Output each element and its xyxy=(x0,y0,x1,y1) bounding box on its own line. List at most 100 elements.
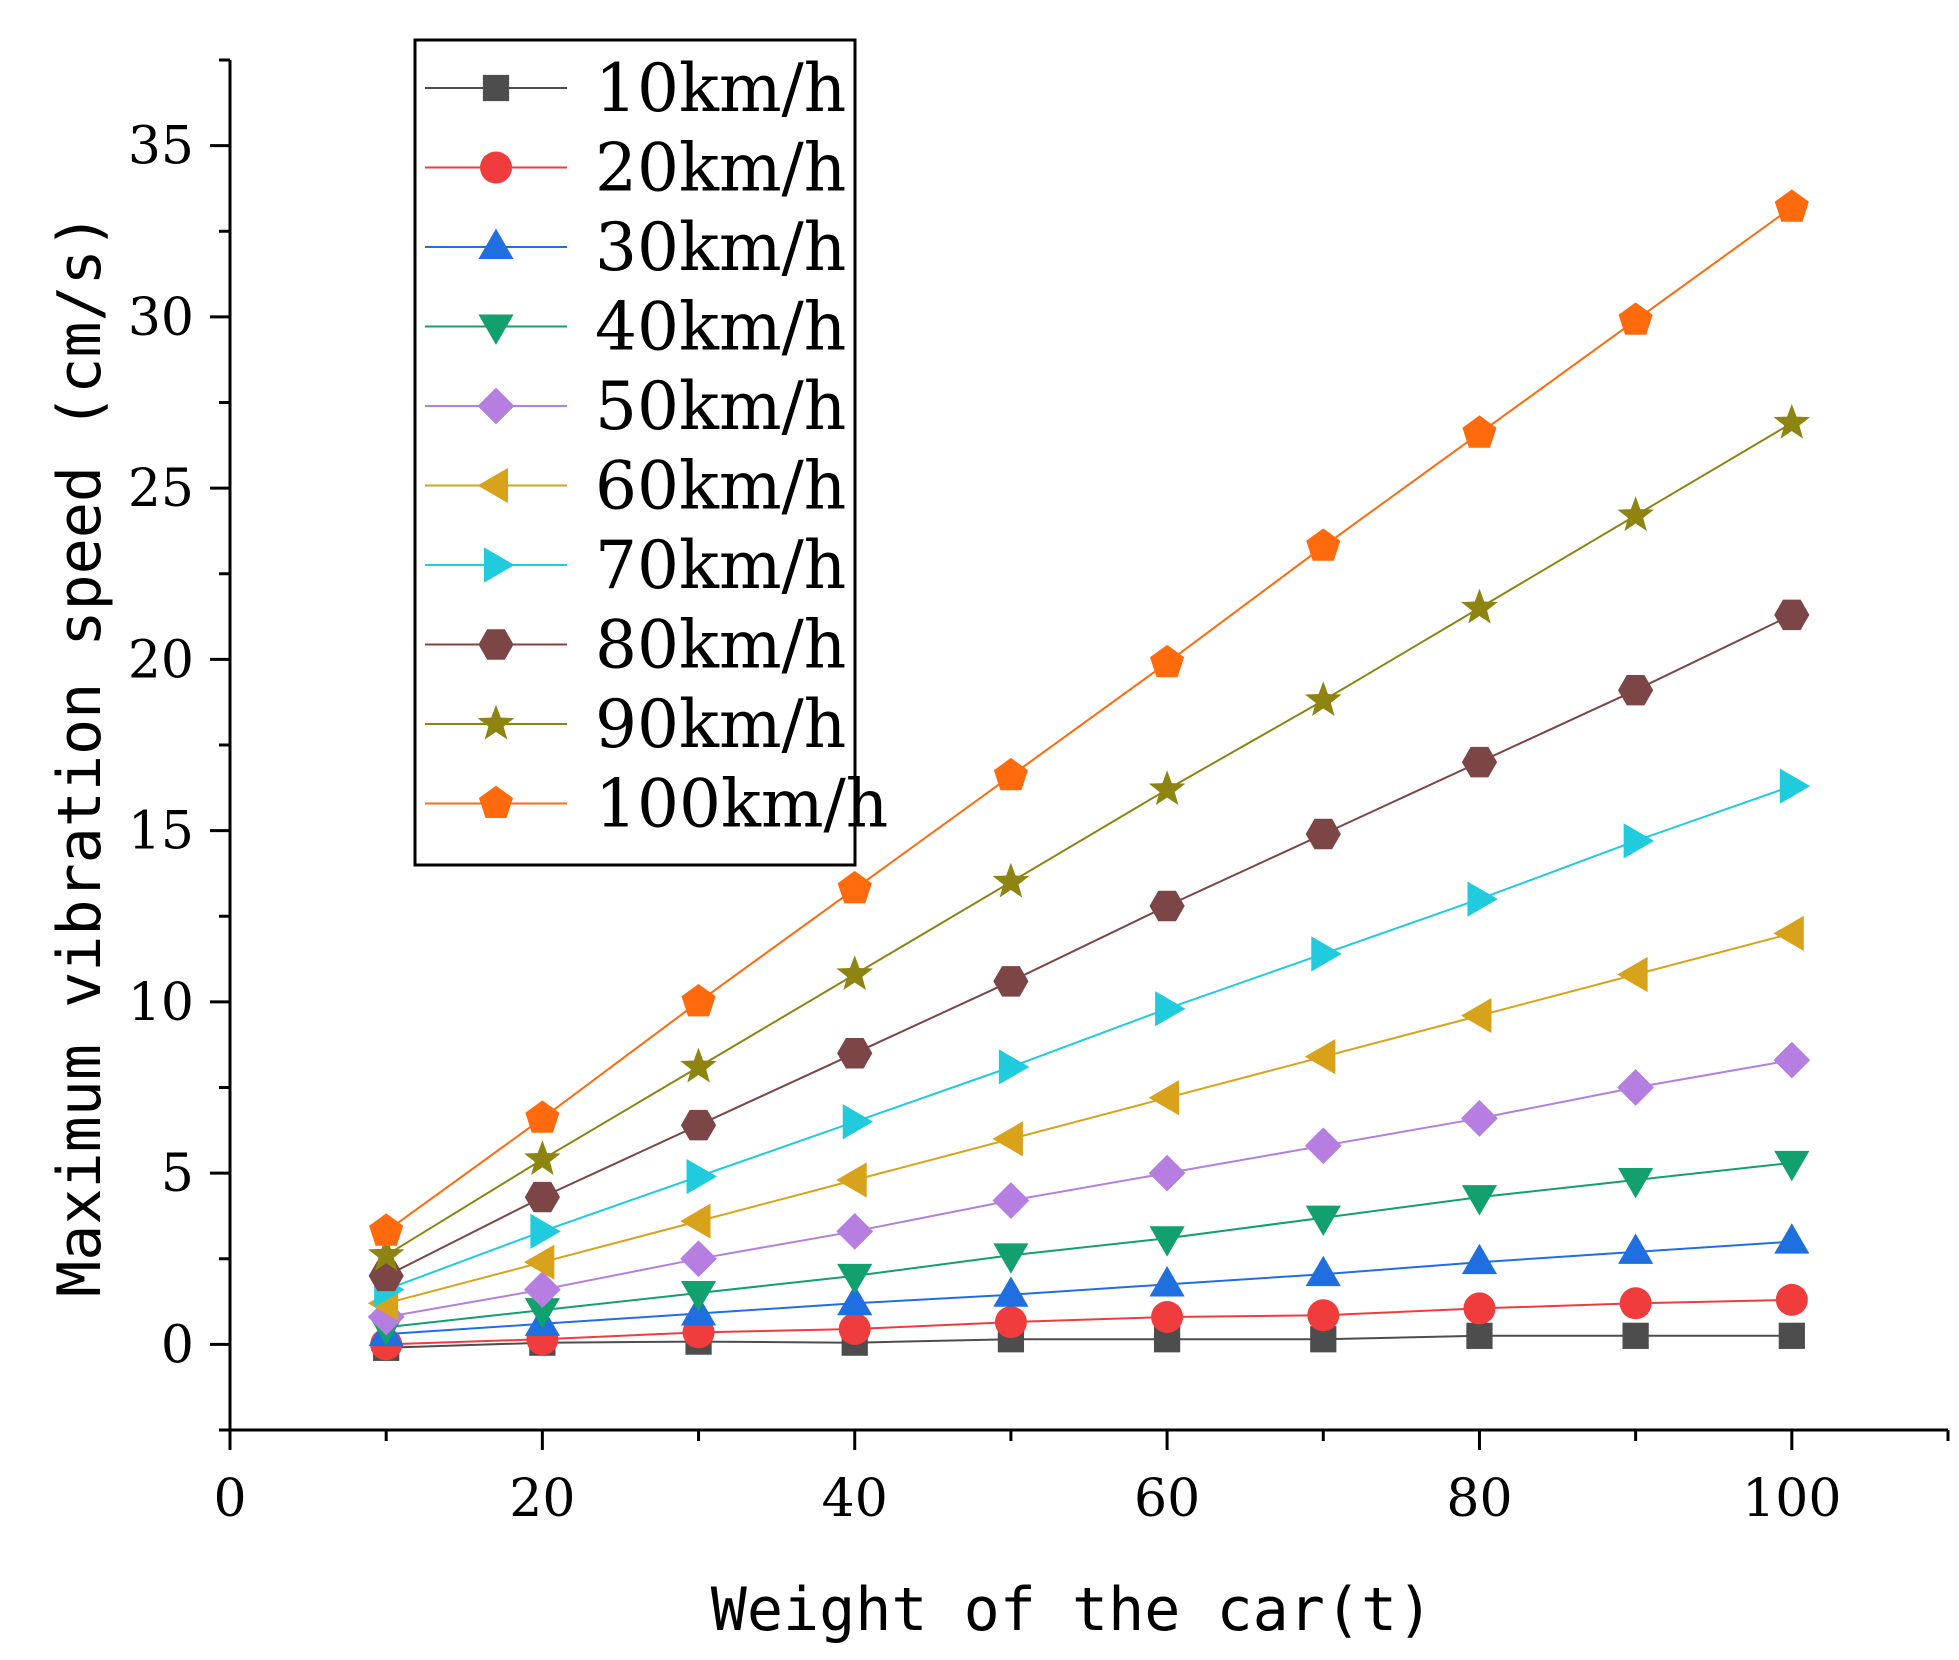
data-point xyxy=(1462,415,1497,448)
data-point xyxy=(523,1244,555,1280)
series-10km/h xyxy=(373,1322,1805,1361)
data-point xyxy=(1623,823,1655,859)
legend-label: 80km/h xyxy=(595,607,846,684)
series-line xyxy=(385,206,1793,1233)
axes: 0 20 40 60 80 100 0 5 10 15 20 25 30 35 xyxy=(128,58,1950,1529)
legend-label: 90km/h xyxy=(595,686,846,763)
data-point xyxy=(1149,1266,1185,1297)
data-point xyxy=(992,1182,1030,1219)
x-tick-label: 0 xyxy=(213,1469,246,1529)
data-point xyxy=(1305,818,1341,850)
data-point xyxy=(1304,1039,1336,1075)
y-tick-label: 5 xyxy=(161,1144,194,1204)
series-line xyxy=(386,1240,1792,1336)
data-point xyxy=(367,1236,405,1271)
series-20km/h xyxy=(370,1283,1808,1361)
data-point xyxy=(1774,599,1810,631)
legend-entry: 10km/h xyxy=(425,50,846,127)
data-point xyxy=(1618,675,1654,706)
x-tick-label: 100 xyxy=(1742,1469,1841,1529)
data-point xyxy=(1305,1205,1341,1237)
data-point xyxy=(837,870,872,904)
data-point xyxy=(1151,1300,1184,1333)
data-point xyxy=(993,1243,1029,1274)
series-50km/h xyxy=(367,1041,1811,1336)
series-line xyxy=(386,1334,1792,1349)
data-point xyxy=(1618,1233,1654,1264)
y-tick-label: 0 xyxy=(161,1315,194,1375)
legend-marker xyxy=(479,785,513,818)
legend-entry: 40km/h xyxy=(425,289,846,366)
legend-marker xyxy=(484,547,515,583)
y-tick-label: 25 xyxy=(128,459,194,519)
data-point xyxy=(680,1203,711,1239)
data-point xyxy=(837,1263,873,1295)
legend-label: 50km/h xyxy=(595,368,846,445)
legend-entry: 80km/h xyxy=(425,607,846,684)
data-point xyxy=(1774,1150,1810,1182)
data-point xyxy=(1773,1041,1811,1079)
data-point xyxy=(524,1298,560,1329)
data-point xyxy=(680,1109,717,1141)
y-tick-label: 20 xyxy=(128,630,194,690)
x-tick-label: 60 xyxy=(1134,1469,1200,1529)
data-point xyxy=(992,862,1030,898)
data-point xyxy=(367,1298,405,1336)
legend-entry: 50km/h xyxy=(425,368,846,445)
legend-label: 10km/h xyxy=(595,50,846,127)
data-point xyxy=(1148,1080,1180,1116)
data-point xyxy=(1617,1069,1655,1106)
data-point xyxy=(680,1281,717,1312)
data-point xyxy=(1622,1322,1649,1349)
legend-marker xyxy=(480,151,512,184)
data-point xyxy=(993,1276,1029,1307)
data-point xyxy=(1155,991,1186,1027)
data-point xyxy=(1466,1322,1493,1349)
data-point xyxy=(842,1104,874,1140)
y-tick-label: 15 xyxy=(128,802,194,862)
data-point xyxy=(369,1213,404,1246)
data-point xyxy=(686,1158,717,1195)
series-30km/h xyxy=(368,1223,1810,1347)
data-point xyxy=(1461,588,1498,624)
series-40km/h xyxy=(368,1150,1810,1346)
legend-entry: 20km/h xyxy=(425,130,846,207)
data-point xyxy=(1307,1299,1340,1332)
data-point xyxy=(1149,1226,1185,1257)
data-point xyxy=(1773,403,1811,439)
plot-area xyxy=(367,189,1811,1361)
data-point xyxy=(681,984,716,1017)
data-point xyxy=(1461,997,1492,1034)
data-point xyxy=(524,1181,560,1213)
data-point xyxy=(1461,1099,1498,1137)
legend-entry: 90km/h xyxy=(425,686,846,763)
data-point xyxy=(998,1049,1030,1085)
data-point xyxy=(993,757,1028,791)
data-point xyxy=(1461,1185,1498,1216)
y-tick-label: 30 xyxy=(128,288,194,348)
data-point xyxy=(680,1240,717,1278)
data-point xyxy=(1463,1292,1496,1325)
series-line xyxy=(385,932,1793,1305)
y-axis-title: Maximum vibration speed (cm/s) xyxy=(45,213,115,1297)
data-point xyxy=(836,1212,874,1250)
data-point xyxy=(1461,1243,1498,1275)
data-point xyxy=(523,1271,561,1308)
data-point xyxy=(837,1038,873,1069)
legend-marker xyxy=(478,228,514,259)
data-point xyxy=(1150,644,1185,678)
x-tick-label: 40 xyxy=(822,1469,888,1529)
series-line xyxy=(386,1298,1792,1346)
data-point xyxy=(1305,1255,1341,1287)
legend-marker xyxy=(477,704,515,740)
data-point xyxy=(1774,1223,1810,1254)
series-90km/h xyxy=(367,403,1811,1271)
data-point xyxy=(836,955,873,990)
data-point xyxy=(1306,528,1341,561)
x-tick-label: 80 xyxy=(1446,1469,1512,1529)
data-point xyxy=(1148,770,1186,806)
data-point xyxy=(836,1162,867,1198)
data-point xyxy=(525,1100,560,1133)
data-point xyxy=(1773,915,1804,951)
